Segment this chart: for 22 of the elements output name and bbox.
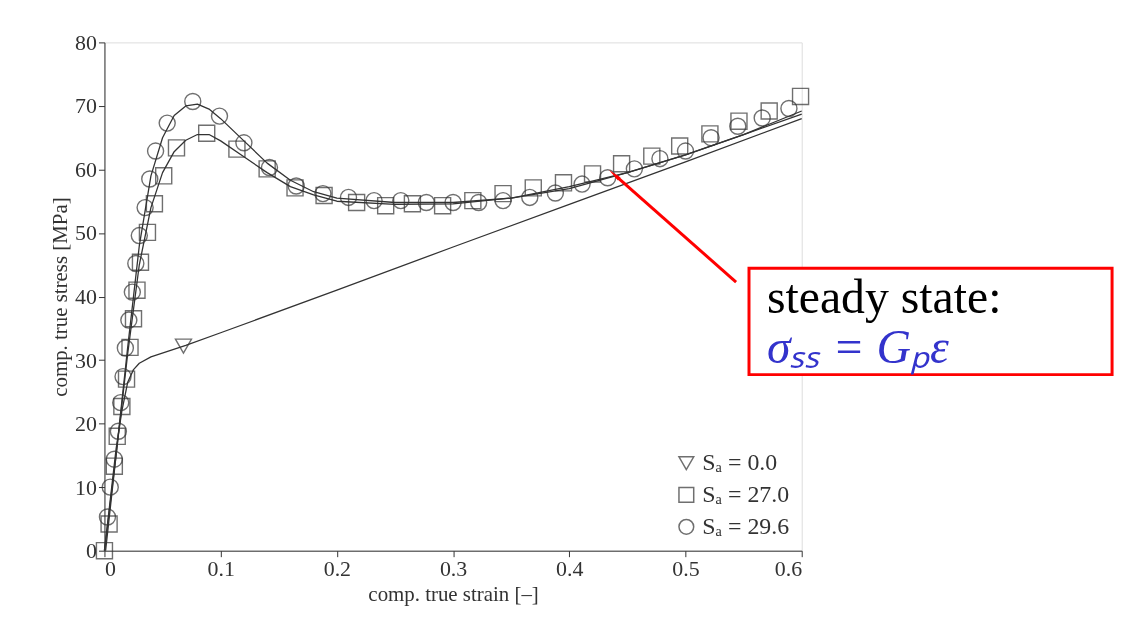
y-tick-label: 20: [75, 412, 98, 437]
x-axis-title: comp. true strain [–]: [368, 581, 539, 606]
y-tick-label: 80: [75, 30, 98, 55]
x-tick-label: 0.4: [556, 557, 584, 582]
x-tick-label: 0.5: [672, 557, 700, 582]
x-tick-label: 0.1: [207, 557, 235, 582]
y-tick-label: 40: [75, 285, 98, 310]
legend-label: Sₐ = 29.6: [702, 512, 790, 539]
y-tick-label: 0: [86, 539, 98, 564]
y-tick-label: 60: [75, 157, 98, 182]
x-tick-label: 0: [104, 557, 116, 582]
x-tick-label: 0.6: [774, 557, 803, 582]
y-tick-label: 30: [75, 348, 98, 373]
y-tick-label: 50: [75, 221, 98, 246]
legend-label: Sₐ = 27.0: [702, 480, 790, 507]
x-tick-label: 0.2: [323, 557, 352, 582]
legend-label: Sₐ = 0.0: [702, 449, 778, 476]
x-tick-label: 0.3: [439, 557, 468, 582]
annotation: steady state:: [766, 269, 1002, 323]
y-axis-title: comp. true stress [MPa]: [48, 197, 73, 397]
y-tick-label: 10: [75, 475, 98, 500]
y-tick-label: 70: [75, 94, 98, 119]
